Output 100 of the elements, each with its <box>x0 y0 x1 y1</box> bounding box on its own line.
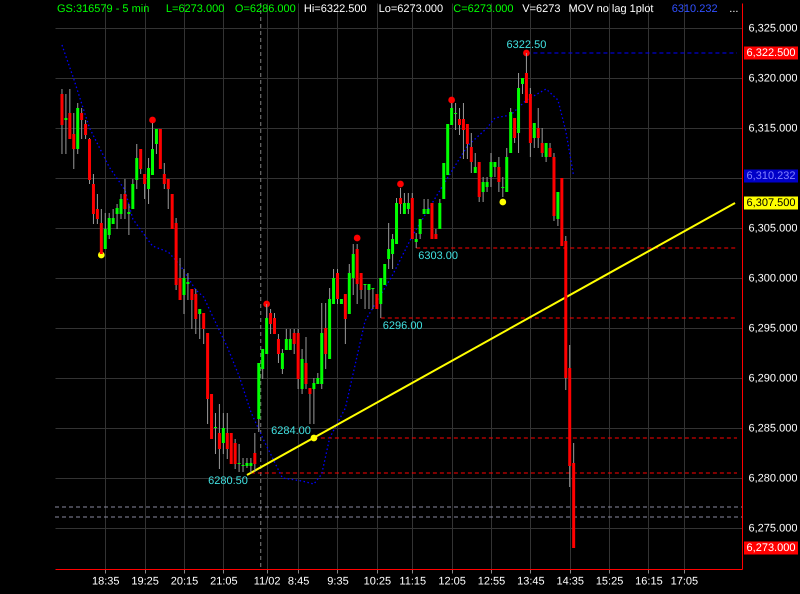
candlestick <box>162 162 166 190</box>
candlestick <box>486 176 489 192</box>
candlestick <box>273 312 276 334</box>
candlestick <box>242 458 245 472</box>
point <box>310 434 318 442</box>
candlestick <box>190 288 194 330</box>
candlestick <box>120 194 123 220</box>
candlestick <box>426 198 430 214</box>
candlestick <box>284 328 288 350</box>
candlestick <box>245 458 248 468</box>
candlestick <box>80 108 84 140</box>
candlestick <box>470 132 473 174</box>
candlestick <box>280 348 284 374</box>
point <box>354 234 361 242</box>
y-tick-label: 6,290.000 <box>748 372 798 384</box>
y-tick-label: 6,325.000 <box>748 22 798 34</box>
annotation: V=6273 <box>522 3 561 15</box>
annotation: Hi=6322.500 <box>304 3 367 15</box>
candlestick <box>308 388 312 424</box>
candlestick <box>422 198 426 214</box>
candlestick <box>544 142 548 162</box>
ref-line-label: 6303.00 <box>418 250 458 262</box>
candlestick <box>312 378 316 424</box>
candlestick <box>497 156 500 192</box>
candlestick <box>269 308 272 334</box>
candlestick <box>64 94 68 154</box>
x-tick-label: 12:55 <box>478 576 506 588</box>
y-tick-label: 6,320.000 <box>748 72 798 84</box>
annotation: Lo=6273.000 <box>378 3 444 15</box>
ref-line-label: 6284.00 <box>271 425 311 437</box>
candlestick <box>202 312 206 344</box>
candlestick <box>143 174 146 200</box>
x-tick-label: 17:05 <box>670 576 698 588</box>
candlestick <box>214 412 217 454</box>
x-tick-label: 13:45 <box>517 576 545 588</box>
x-tick-label: 12:05 <box>438 576 466 588</box>
candlestick <box>276 334 280 364</box>
y-tick-label: 6,285.000 <box>748 422 798 434</box>
y-tick-label: 6,280.000 <box>748 472 798 484</box>
text: 6,273.000 <box>746 542 796 554</box>
candlestick <box>371 288 374 310</box>
candlestick <box>367 284 370 310</box>
text: 6,322.500 <box>746 47 796 59</box>
candlestick <box>154 128 158 154</box>
annotation: O=6286.000 <box>234 3 296 15</box>
candlestick <box>238 444 241 472</box>
candlestick <box>540 128 544 158</box>
candlestick <box>375 294 378 309</box>
x-tick-label: 10:25 <box>364 576 392 588</box>
annotation: ... <box>729 3 738 15</box>
annotation: L=6273.000 <box>166 3 224 15</box>
x-tick-label: 19:25 <box>131 576 159 588</box>
x-tick-label: 18:35 <box>92 576 120 588</box>
point <box>149 116 156 124</box>
y-tick-label: 6,300.000 <box>748 272 798 284</box>
candlestick <box>513 118 516 144</box>
candlestick <box>493 162 496 178</box>
candlestick <box>520 78 524 94</box>
x-tick-label: 21:05 <box>210 576 238 588</box>
candlestick <box>458 108 462 136</box>
candlestick <box>462 102 465 160</box>
ref-line-label: 6322.50 <box>506 39 546 51</box>
ref-line-label: 6296.00 <box>382 320 423 332</box>
candlestick <box>482 176 485 202</box>
y-tick-label: 6,275.000 <box>748 522 798 534</box>
annotation: GS:316579 - 5 min <box>57 3 150 15</box>
candlestick <box>418 218 422 240</box>
x-tick-label: 8:45 <box>288 576 310 588</box>
candlestick <box>402 192 406 214</box>
x-tick-label: 16:15 <box>635 576 663 588</box>
annotation: C=6273.000 <box>453 3 514 15</box>
point <box>397 180 404 188</box>
point <box>499 198 506 206</box>
candlestick <box>72 112 76 170</box>
candlestick <box>104 212 107 250</box>
candlestick <box>454 102 458 130</box>
text: 6,310.232 <box>746 170 796 182</box>
candlestick <box>387 222 390 270</box>
candlestick <box>536 108 540 148</box>
x-tick-label: 14:35 <box>556 576 584 588</box>
y-tick-label: 6,295.000 <box>748 322 798 334</box>
x-tick-label: 20:15 <box>170 576 198 588</box>
x-tick-label: 15:25 <box>596 576 624 588</box>
candlestick <box>474 152 477 174</box>
x-tick-label: 11:15 <box>399 576 426 588</box>
candlestick <box>249 458 252 474</box>
candlestick <box>123 178 126 220</box>
candlestick <box>218 404 221 470</box>
x-tick-label: 11/02 <box>254 576 280 588</box>
text: 6,307.500 <box>746 197 796 209</box>
y-tick-label: 6,305.000 <box>748 222 798 234</box>
candlestick <box>414 232 418 248</box>
candlestick <box>548 142 552 158</box>
candlestick <box>364 284 367 310</box>
candlestick <box>127 204 130 236</box>
candlestick <box>186 272 190 300</box>
candlestick <box>198 308 202 340</box>
x-tick-label: 9:35 <box>327 576 349 588</box>
candlestick <box>222 412 225 454</box>
annotation: MOV no lag 1plot <box>568 3 654 15</box>
